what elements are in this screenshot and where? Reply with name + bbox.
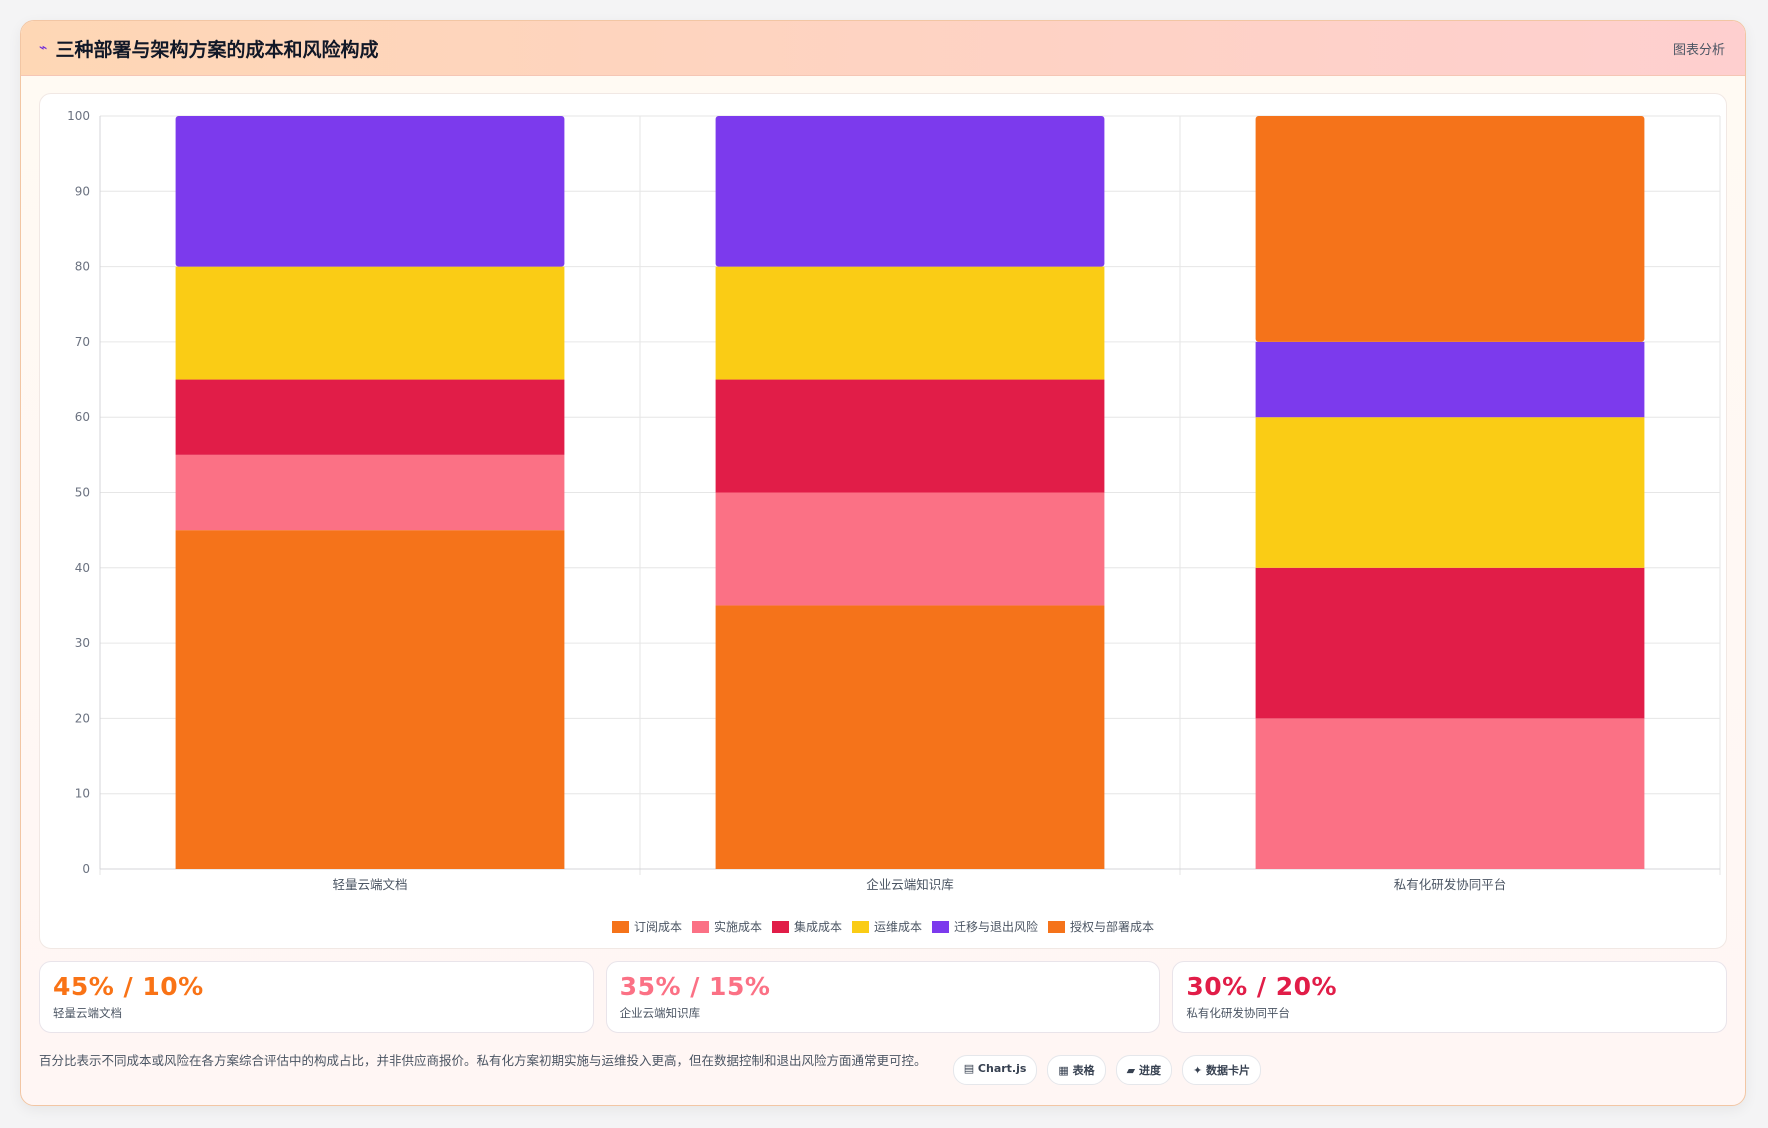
bar-segment <box>1255 417 1645 568</box>
legend-item[interactable]: 实施成本 <box>691 918 762 935</box>
x-tick-label: 企业云端知识库 <box>866 877 954 892</box>
chart-area: 0 10 20 30 40 50 60 70 80 90 100 轻量云端文档 企业云端知识库 私有化研发… <box>39 93 1727 949</box>
bar-segment <box>715 605 1105 869</box>
stat-label: 企业云端知识库 <box>619 1006 701 1020</box>
stat-cards: 45% / 10% 轻量云端文档 35% / 15% 企业云端知识库 30% /… <box>39 961 1728 1033</box>
bar-segment <box>175 379 565 455</box>
legend-swatch <box>771 920 789 933</box>
tag-table[interactable]: ▦ 表格 <box>1047 1055 1106 1085</box>
chart-title: 三种部署与架构方案的成本和风险构成 <box>55 38 379 61</box>
legend-label: 迁移与退出风险 <box>954 920 1039 934</box>
bar-segment <box>1255 116 1645 342</box>
stat-card: 35% / 15% 企业云端知识库 <box>605 961 1161 1033</box>
stat-label: 轻量云端文档 <box>53 1006 122 1020</box>
bar-segment <box>175 454 565 531</box>
y-tick-label: 20 <box>75 711 90 725</box>
footnote: 百分比表示不同成本或风险在各方案综合评估中的构成占比，并非供应商报价。私有化方案… <box>39 1053 927 1068</box>
y-tick-label: 50 <box>75 486 90 500</box>
legend-label: 运维成本 <box>874 920 923 934</box>
tag-chartjs[interactable]: ▤ Chart.js <box>952 1055 1038 1085</box>
tag-progress[interactable]: ▰ 进度 <box>1115 1055 1172 1085</box>
legend-item[interactable]: 运维成本 <box>852 918 922 935</box>
y-tick-label: 80 <box>75 260 90 274</box>
analysis-label: 图表分析 <box>1672 42 1725 58</box>
y-tick-label: 40 <box>75 561 90 575</box>
chart-icon: ⌁ <box>39 40 48 56</box>
stat-value: 30% / 20% <box>1186 972 1338 1001</box>
y-tick-label: 10 <box>75 787 90 801</box>
stat-card: 45% / 10% 轻量云端文档 <box>39 961 594 1033</box>
bar-segment <box>175 530 565 869</box>
stat-label: 私有化研发协同平台 <box>1186 1006 1290 1020</box>
bar-segment <box>715 116 1105 267</box>
y-tick-label: 60 <box>75 410 90 424</box>
tag-list: ▤ Chart.js ▦ 表格 ▰ 进度 ✦ 数据卡片 <box>952 1055 1727 1085</box>
legend-swatch <box>691 920 709 933</box>
x-tick-label: 私有化研发协同平台 <box>1394 877 1507 892</box>
title-wrap: ⌁ 三种部署与架构方案的成本和风险构成 <box>39 35 378 62</box>
legend-label: 订阅成本 <box>633 920 682 934</box>
legend-swatch <box>611 920 629 933</box>
x-tick-label: 轻量云端文档 <box>332 877 407 892</box>
y-tick-label: 100 <box>67 109 90 123</box>
legend-label: 授权与部署成本 <box>1070 920 1155 934</box>
y-tick-label: 0 <box>82 862 90 876</box>
legend-item[interactable]: 迁移与退出风险 <box>932 918 1038 935</box>
legend-label: 实施成本 <box>713 920 762 934</box>
bar-segment <box>175 116 565 267</box>
tag-data-card[interactable]: ✦ 数据卡片 <box>1181 1055 1261 1085</box>
y-tick-label: 90 <box>75 184 90 198</box>
legend-swatch <box>932 920 950 933</box>
y-tick-label: 30 <box>75 636 90 650</box>
stat-value: 45% / 10% <box>53 972 204 1001</box>
chart-card: ⌁ 三种部署与架构方案的成本和风险构成 图表分析 0 10 20 30 40 50 60 70… <box>20 20 1746 1106</box>
bar-segment <box>1255 567 1645 719</box>
card-footer: 百分比表示不同成本或风险在各方案综合评估中的构成占比，并非供应商报价。私有化方案… <box>39 1051 1727 1095</box>
legend-item[interactable]: 集成成本 <box>771 918 842 935</box>
legend-label: 集成成本 <box>793 920 842 934</box>
bar-segment <box>715 379 1105 493</box>
card-header: ⌁ 三种部署与架构方案的成本和风险构成 图表分析 <box>21 21 1745 76</box>
bar-segment <box>1255 718 1645 869</box>
legend-item[interactable]: 授权与部署成本 <box>1048 918 1154 935</box>
legend-item[interactable]: 订阅成本 <box>611 918 682 935</box>
chart-legend: 订阅成本 实施成本 集成成本 运维成本 迁移与退出风险 授权与部署成本 <box>40 918 1726 935</box>
bar-segment <box>715 266 1105 380</box>
legend-swatch <box>852 920 869 933</box>
legend-swatch <box>1048 920 1066 933</box>
bar-segment <box>175 266 565 380</box>
bar-segment <box>715 492 1105 606</box>
stat-card: 30% / 20% 私有化研发协同平台 <box>1172 961 1728 1033</box>
stacked-bar-chart: 0 10 20 30 40 50 60 70 80 90 100 轻量云端文档 企业云端知识库 私有化研发… <box>67 109 1721 892</box>
y-tick-label: 70 <box>75 335 90 349</box>
bar-segment <box>1255 341 1645 418</box>
stat-value: 35% / 15% <box>619 972 771 1001</box>
